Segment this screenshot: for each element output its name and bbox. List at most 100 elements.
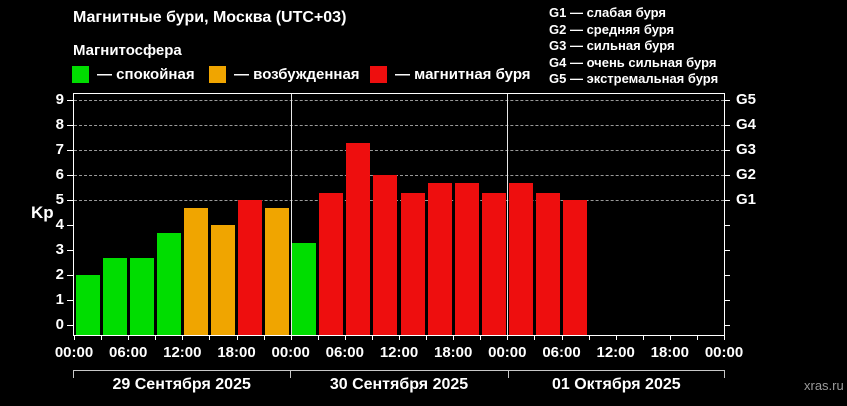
x-tick-label: 00:00 bbox=[271, 344, 310, 361]
x-axis-tick bbox=[724, 335, 725, 340]
y-axis-tick bbox=[724, 325, 730, 326]
x-axis-tick bbox=[615, 335, 617, 340]
y-axis-tick bbox=[67, 250, 73, 251]
kp-bar bbox=[481, 192, 506, 335]
gridline-kp8 bbox=[74, 125, 724, 126]
g-scale-label: G3 bbox=[736, 141, 757, 158]
x-axis-tick bbox=[344, 335, 346, 340]
x-tick-label: 06:00 bbox=[109, 344, 148, 361]
x-tick-label: 18:00 bbox=[650, 344, 689, 361]
legend-label-quiet: — спокойная bbox=[97, 65, 195, 83]
day-divider bbox=[291, 94, 292, 335]
excited-color-swatch bbox=[209, 65, 226, 83]
y-axis-tick bbox=[724, 100, 730, 101]
x-axis-tick bbox=[669, 335, 671, 340]
x-tick-label: 12:00 bbox=[596, 344, 635, 361]
kp-bar bbox=[156, 232, 181, 335]
day-divider bbox=[507, 94, 508, 335]
kp-bar bbox=[265, 207, 290, 335]
y-tick-label: 0 bbox=[55, 316, 64, 333]
y-axis-tick bbox=[67, 325, 73, 326]
legend-item-excited: — возбужденная bbox=[209, 65, 360, 83]
x-tick-label: 12:00 bbox=[163, 344, 202, 361]
kp-bar bbox=[508, 182, 533, 335]
chart-plot-area: 0 1 2 3 4 5 6 7 8 9 G1 G2 G3 G4 G5 00:00 06:00 12:00 18:00… bbox=[55, 91, 756, 361]
x-axis-tick bbox=[317, 335, 319, 340]
date-label: 01 Октября 2025 bbox=[551, 376, 681, 393]
x-axis-tick bbox=[155, 335, 157, 340]
g5-legend-line: G5 — экстремальная буря bbox=[549, 71, 719, 86]
y-tick-label: 9 bbox=[55, 91, 64, 108]
kp-axis-label: Kp bbox=[31, 203, 54, 222]
g-scale-label: G4 bbox=[736, 116, 757, 133]
x-tick-label: 06:00 bbox=[542, 344, 581, 361]
x-axis-tick bbox=[507, 335, 509, 340]
gridline-kp9 bbox=[74, 100, 724, 101]
x-tick-label: 18:00 bbox=[434, 344, 473, 361]
x-axis-tick bbox=[399, 335, 400, 340]
y-tick-label: 3 bbox=[55, 241, 64, 258]
x-tick-label: 00:00 bbox=[54, 344, 94, 361]
date-axis-line bbox=[73, 370, 725, 371]
x-axis-tick bbox=[696, 335, 698, 340]
x-axis-tick bbox=[209, 335, 211, 340]
storm-color-swatch bbox=[370, 65, 387, 83]
y-tick-label: 6 bbox=[55, 166, 64, 183]
x-axis-tick bbox=[101, 335, 103, 340]
x-axis-tick bbox=[426, 335, 428, 340]
kp-bar bbox=[292, 242, 317, 335]
y-axis-tick bbox=[724, 150, 730, 151]
x-tick-label: 18:00 bbox=[217, 344, 256, 361]
y-axis-tick bbox=[67, 175, 73, 176]
y-tick-label: 2 bbox=[55, 266, 64, 283]
kp-bar bbox=[75, 275, 100, 335]
y-axis-tick bbox=[724, 125, 730, 126]
x-axis-tick bbox=[236, 335, 238, 340]
y-tick-label: 5 bbox=[55, 191, 64, 208]
y-tick-label: 8 bbox=[55, 116, 64, 133]
g4-legend-line: G4 — очень сильная буря bbox=[549, 54, 717, 70]
kp-bar bbox=[373, 175, 398, 335]
y-axis-tick bbox=[724, 275, 730, 276]
kp-bar bbox=[319, 192, 344, 335]
legend-label-excited: — возбужденная bbox=[234, 65, 360, 83]
kp-bar bbox=[183, 207, 208, 335]
x-tick-label: 12:00 bbox=[379, 344, 419, 361]
magnetosphere-subtitle: Магнитосфера bbox=[73, 42, 182, 59]
y-axis-tick bbox=[67, 200, 73, 201]
date-label: 29 Сентября 2025 bbox=[112, 376, 251, 393]
x-axis-tick bbox=[534, 335, 536, 340]
x-axis-tick bbox=[642, 335, 644, 340]
kp-bar bbox=[535, 192, 560, 335]
x-axis-tick bbox=[74, 335, 75, 340]
kp-bar bbox=[129, 257, 154, 335]
gridline-kp6 bbox=[74, 175, 724, 176]
g-scale-label: G5 bbox=[736, 91, 757, 108]
page-title: Магнитные бури, Москва (UTC+03) bbox=[73, 9, 347, 26]
kp-bar bbox=[346, 142, 371, 335]
x-axis-tick bbox=[128, 335, 130, 340]
legend-item-storm: — магнитная буря bbox=[370, 65, 531, 83]
legend-label-storm: — магнитная буря bbox=[395, 65, 531, 83]
kp-bar bbox=[427, 182, 452, 335]
y-axis-tick bbox=[67, 275, 73, 276]
g-scale-label: G2 bbox=[736, 166, 757, 183]
kp-bar bbox=[454, 182, 479, 335]
y-axis-tick bbox=[724, 200, 730, 201]
y-axis-tick bbox=[724, 300, 730, 301]
y-tick-label: 7 bbox=[55, 141, 64, 158]
legend-item-quiet: — спокойная bbox=[72, 65, 195, 83]
g1-legend-line: G1 — слабая буря bbox=[549, 5, 667, 20]
g-scale-label: G1 bbox=[736, 191, 757, 208]
g-scale-legend: G1 — слабая буря G2 — средняя буря G3 — … bbox=[549, 5, 718, 88]
y-tick-label: 1 bbox=[55, 291, 64, 308]
kp-bar bbox=[238, 200, 263, 335]
date-separator-tick bbox=[724, 370, 725, 378]
x-axis-tick bbox=[263, 335, 265, 340]
y-axis-tick bbox=[67, 100, 73, 101]
kp-bar bbox=[210, 225, 235, 335]
y-axis-tick bbox=[67, 125, 73, 126]
kp-bar bbox=[102, 257, 127, 335]
y-axis-tick bbox=[724, 175, 730, 176]
